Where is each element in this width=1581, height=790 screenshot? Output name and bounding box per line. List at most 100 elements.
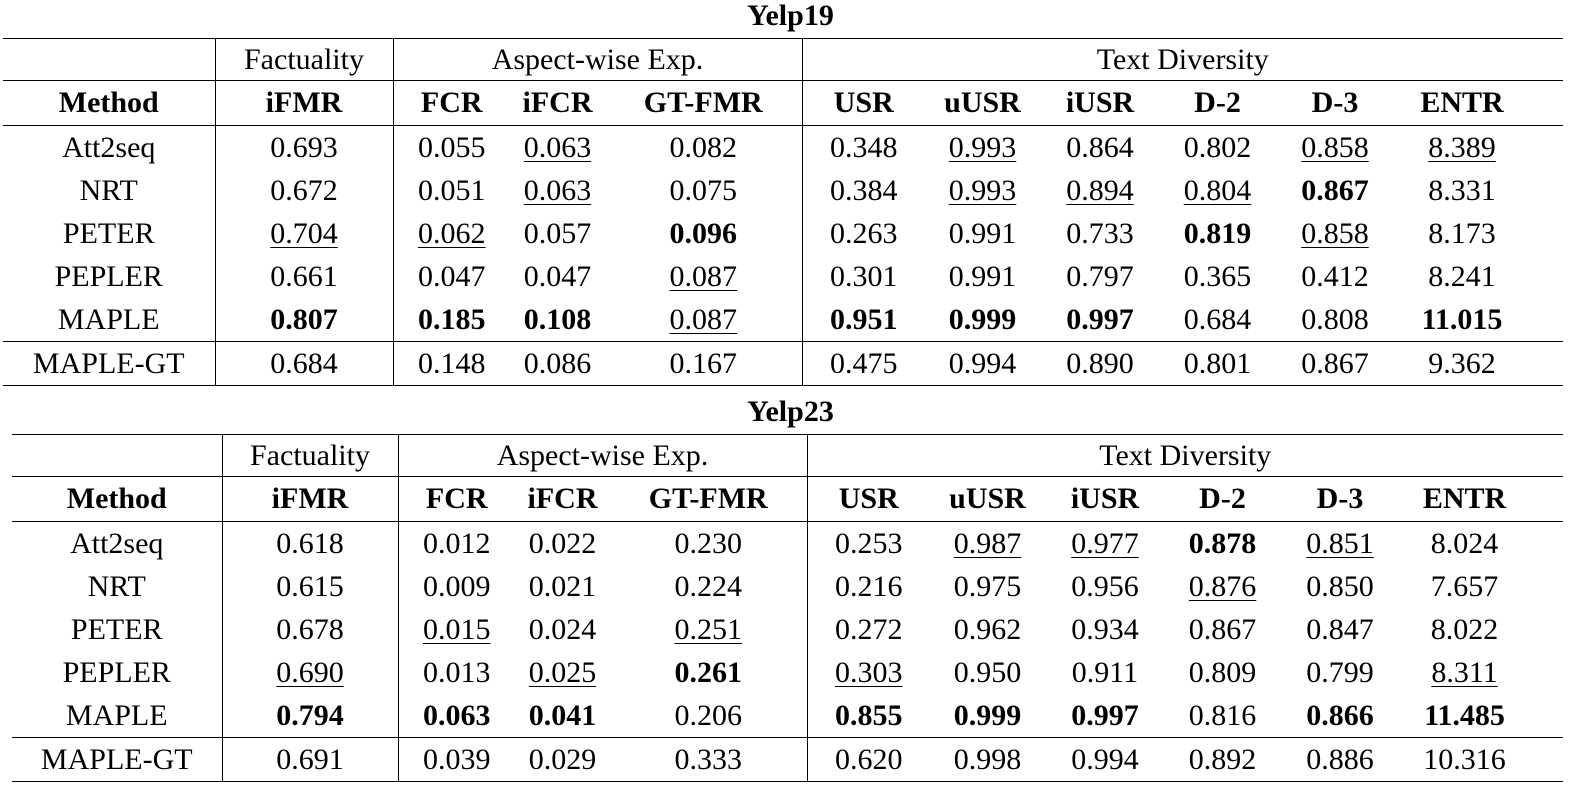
value-cell: 0.039 <box>398 737 515 782</box>
value-cell: 0.063 <box>510 126 605 170</box>
value-cell: 0.087 <box>605 255 803 298</box>
column-header: iUSR <box>1040 80 1160 126</box>
cell-text: 0.997 <box>1071 698 1139 732</box>
value-cell: 0.253 <box>835 526 903 560</box>
value-cell: 0.804 <box>1160 169 1275 212</box>
column-header-row: Method iFMR FCR iFCR GT-FMR USR uUSR iUSR D-2 D-3… <box>3 80 1564 126</box>
value-cell: 0.475 <box>802 341 925 386</box>
value-cell: 0.878 <box>1165 522 1280 566</box>
method-cell: Att2seq <box>12 521 223 565</box>
value-cell: 0.272 <box>835 612 903 646</box>
value-cell: 8.173 <box>1428 216 1496 250</box>
method-cell: Att2seq <box>3 125 216 169</box>
value-cell: 0.991 <box>948 216 1017 250</box>
value-cell: 0.108 <box>510 298 605 342</box>
cell-text: 0.063 <box>523 130 592 164</box>
column-header: ENTR <box>1395 80 1564 126</box>
cell-text: 0.087 <box>669 302 738 336</box>
value-cell: 0.911 <box>1071 655 1139 689</box>
column-header: D-2 <box>1165 476 1280 522</box>
value-cell: 0.025 <box>515 651 610 694</box>
cell-text: 0.858 <box>1301 130 1369 164</box>
value-cell: 0.684 <box>1183 302 1252 336</box>
cell-text: 11.485 <box>1424 698 1505 732</box>
value-cell: 0.012 <box>423 526 491 560</box>
data-row: MAPLE-GT 0.691 0.039 0.029 0.333 0.620 0.998 0.… <box>12 737 1564 782</box>
cell-text: 0.015 <box>423 612 491 646</box>
method-cell: MAPLE <box>12 694 223 738</box>
cell-text: 0.108 <box>523 302 592 336</box>
value-cell: 0.867 <box>1275 341 1395 386</box>
table-title: Yelp19 <box>747 0 834 32</box>
value-cell: 0.809 <box>1188 655 1257 689</box>
value-cell: 0.620 <box>807 737 930 782</box>
group-header: Text Diversity <box>807 434 1564 477</box>
data-row: NRT 0.672 0.051 0.063 0.075 0.384 0.993 0.894 0.… <box>3 169 1563 212</box>
column-header: ENTR <box>1400 476 1564 522</box>
method-cell: MAPLE <box>3 298 216 342</box>
value-cell: 0.987 <box>930 522 1045 566</box>
group-header: Aspect-wise Exp. <box>398 434 808 477</box>
value-cell: 0.096 <box>605 212 803 255</box>
column-header: iFCR <box>510 80 605 126</box>
value-cell: 0.962 <box>953 612 1022 646</box>
value-cell: 0.615 <box>222 565 399 608</box>
column-header: FCR <box>398 476 515 522</box>
data-row: MAPLE-GT 0.684 0.148 0.086 0.167 0.475 0.994 0.… <box>3 341 1564 386</box>
value-cell: 0.993 <box>925 126 1040 170</box>
cell-text: 0.951 <box>830 302 898 336</box>
value-cell: 0.892 <box>1165 737 1280 782</box>
value-cell: 0.994 <box>925 341 1040 386</box>
value-cell: 10.316 <box>1400 737 1564 782</box>
column-header-row: Method iFMR FCR iFCR GT-FMR USR uUSR iUSR D-2 D-3… <box>12 476 1564 522</box>
column-header: FCR <box>393 80 510 126</box>
method-cell: NRT <box>12 565 223 608</box>
method-cell: PETER <box>3 212 216 255</box>
method-cell: PEPLER <box>12 651 223 694</box>
value-cell: 0.999 <box>925 298 1040 342</box>
results-table: Factuality Aspect-wise Exp. Text Diversity… <box>12 434 1564 782</box>
value-cell: 0.704 <box>215 212 394 255</box>
column-header: USR <box>802 80 925 126</box>
column-header: iUSR <box>1045 476 1165 522</box>
value-cell: 0.690 <box>222 651 399 694</box>
value-cell: 0.847 <box>1306 612 1374 646</box>
value-cell: 0.148 <box>393 341 510 386</box>
value-cell: 0.894 <box>1040 169 1160 212</box>
method-cell: PETER <box>12 608 223 651</box>
cell-text: 0.704 <box>270 216 338 250</box>
group-header: Aspect-wise Exp. <box>393 38 803 81</box>
value-cell: 0.086 <box>510 341 605 386</box>
cell-text: 0.993 <box>948 173 1017 207</box>
method-cell: PEPLER <box>3 255 216 298</box>
column-header: iFMR <box>222 476 399 522</box>
value-cell: 0.890 <box>1040 341 1160 386</box>
cell-text: 0.063 <box>523 173 592 207</box>
column-header: uUSR <box>930 476 1045 522</box>
value-cell: 0.864 <box>1066 130 1134 164</box>
value-cell: 0.808 <box>1301 302 1369 336</box>
column-header: D-3 <box>1275 80 1395 126</box>
value-cell: 0.261 <box>610 651 808 694</box>
value-cell: 0.062 <box>393 212 510 255</box>
value-cell: 0.251 <box>610 608 808 651</box>
value-cell: 0.301 <box>830 259 898 293</box>
cell-text: 8.389 <box>1428 130 1496 164</box>
group-header-row: Factuality Aspect-wise Exp. Text Diversity <box>12 434 1564 477</box>
column-header: GT-FMR <box>610 476 808 522</box>
group-header: Factuality <box>222 434 399 477</box>
value-cell: 7.657 <box>1430 569 1499 603</box>
value-cell: 0.333 <box>610 737 808 782</box>
column-header: USR <box>807 476 930 522</box>
value-cell: 0.063 <box>398 694 515 738</box>
value-cell: 0.851 <box>1280 522 1400 566</box>
value-cell: 8.241 <box>1428 259 1496 293</box>
column-header: GT-FMR <box>605 80 803 126</box>
value-cell: 0.167 <box>605 341 803 386</box>
value-cell: 0.051 <box>418 173 486 207</box>
cell-text: 0.794 <box>276 698 344 732</box>
table-title: Yelp23 <box>747 395 834 428</box>
data-row: PEPLER 0.661 0.047 0.047 0.087 0.301 0.991 0.79… <box>3 255 1563 298</box>
value-cell: 0.063 <box>510 169 605 212</box>
